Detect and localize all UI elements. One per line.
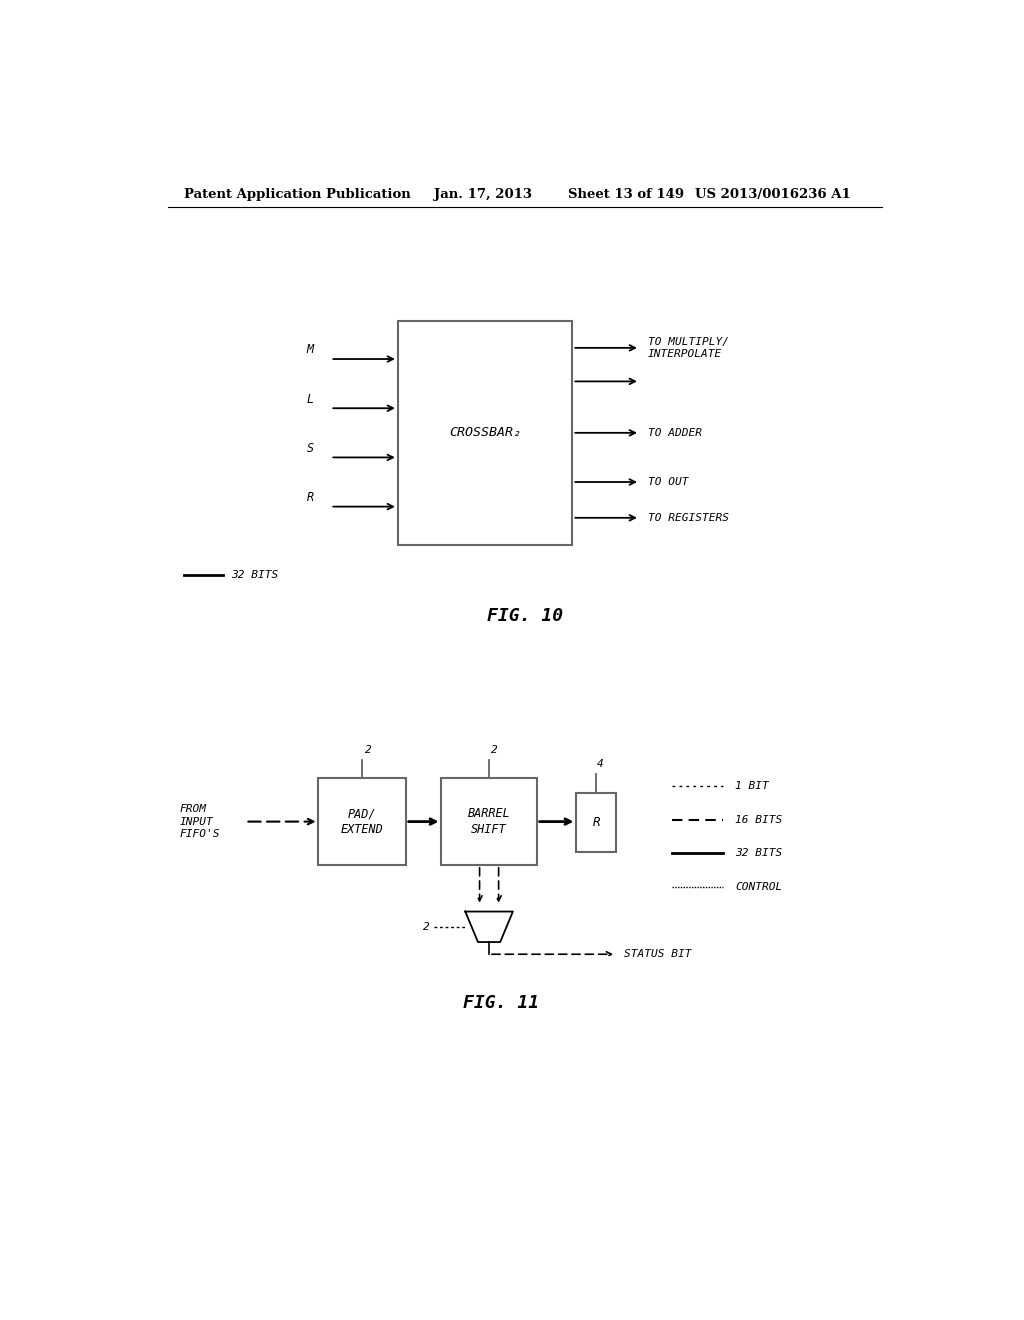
Text: 4: 4 <box>597 759 603 770</box>
Text: 32 BITS: 32 BITS <box>231 570 279 579</box>
Text: 2: 2 <box>366 744 372 755</box>
Bar <box>441 779 537 865</box>
Text: 2: 2 <box>490 744 498 755</box>
Text: FROM
INPUT
FIFO'S: FROM INPUT FIFO'S <box>179 804 220 840</box>
Bar <box>397 321 572 545</box>
Text: 16 BITS: 16 BITS <box>735 814 782 825</box>
Text: TO ADDER: TO ADDER <box>648 428 701 438</box>
Text: PAD/
EXTEND: PAD/ EXTEND <box>341 807 383 836</box>
Text: S: S <box>306 442 313 455</box>
Text: Patent Application Publication: Patent Application Publication <box>183 189 411 202</box>
Text: Jan. 17, 2013: Jan. 17, 2013 <box>433 189 531 202</box>
Text: M: M <box>306 343 313 356</box>
Text: TO MULTIPLY/
INTERPOLATE: TO MULTIPLY/ INTERPOLATE <box>648 337 729 359</box>
Text: TO REGISTERS: TO REGISTERS <box>648 512 729 523</box>
Text: R: R <box>593 816 600 829</box>
Text: STATUS BIT: STATUS BIT <box>624 949 691 960</box>
Text: R: R <box>306 491 313 504</box>
Text: 2: 2 <box>423 921 430 932</box>
Text: US 2013/0016236 A1: US 2013/0016236 A1 <box>695 189 851 202</box>
Text: L: L <box>306 392 313 405</box>
Text: TO OUT: TO OUT <box>648 477 688 487</box>
Text: 1 BIT: 1 BIT <box>735 781 769 791</box>
Bar <box>318 779 406 865</box>
Bar <box>577 792 616 851</box>
Text: 32 BITS: 32 BITS <box>735 849 782 858</box>
Text: Sheet 13 of 149: Sheet 13 of 149 <box>568 189 685 202</box>
Text: CONTROL: CONTROL <box>735 882 782 891</box>
Text: FIG. 10: FIG. 10 <box>486 607 563 624</box>
Text: BARREL
SHIFT: BARREL SHIFT <box>468 807 510 836</box>
Text: FIG. 11: FIG. 11 <box>463 994 539 1012</box>
Text: CROSSBAR₂: CROSSBAR₂ <box>450 426 521 440</box>
